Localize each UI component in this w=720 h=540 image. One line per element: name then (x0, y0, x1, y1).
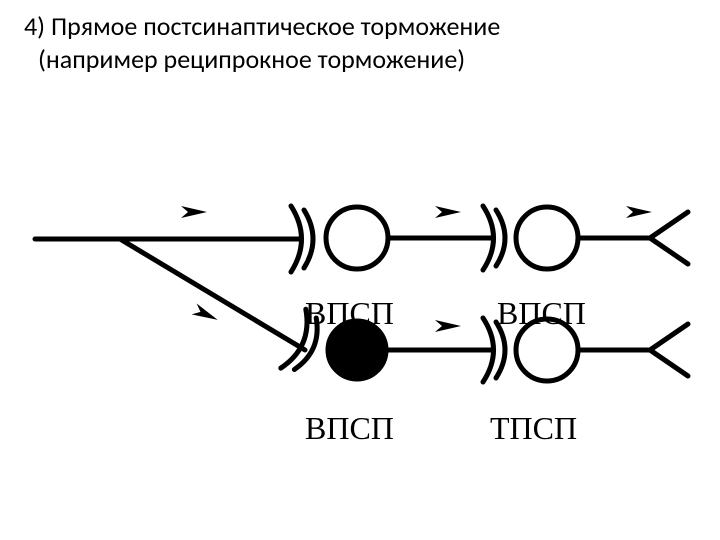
label-ipsp: ТПСП (490, 410, 577, 447)
arrow-2 (435, 206, 461, 218)
upper-terminal-up (650, 212, 688, 238)
title-line-2: (например реципрокное торможение) (24, 43, 500, 76)
arrow-4 (192, 303, 221, 325)
page-title: 4) Прямое постсинаптическое торможение (… (24, 10, 500, 75)
neuron-1 (326, 207, 388, 269)
arrow-1 (181, 206, 207, 218)
synapse-n2-outer (496, 210, 505, 266)
upper-terminal-down (650, 238, 688, 264)
label-epsp-3: ВПСП (305, 410, 394, 447)
arrow-5 (435, 320, 461, 332)
synapse-n1-outer (304, 210, 313, 268)
label-epsp-2: ВПСП (497, 295, 586, 332)
lower-terminal-up (650, 324, 688, 350)
label-epsp-1: ВПСП (305, 295, 394, 332)
arrow-3 (626, 206, 652, 218)
lower-terminal-down (650, 350, 688, 376)
title-line-1: 4) Прямое постсинаптическое торможение (24, 10, 500, 43)
neuron-2 (516, 207, 578, 269)
lower-axon-diagonal (120, 239, 305, 350)
